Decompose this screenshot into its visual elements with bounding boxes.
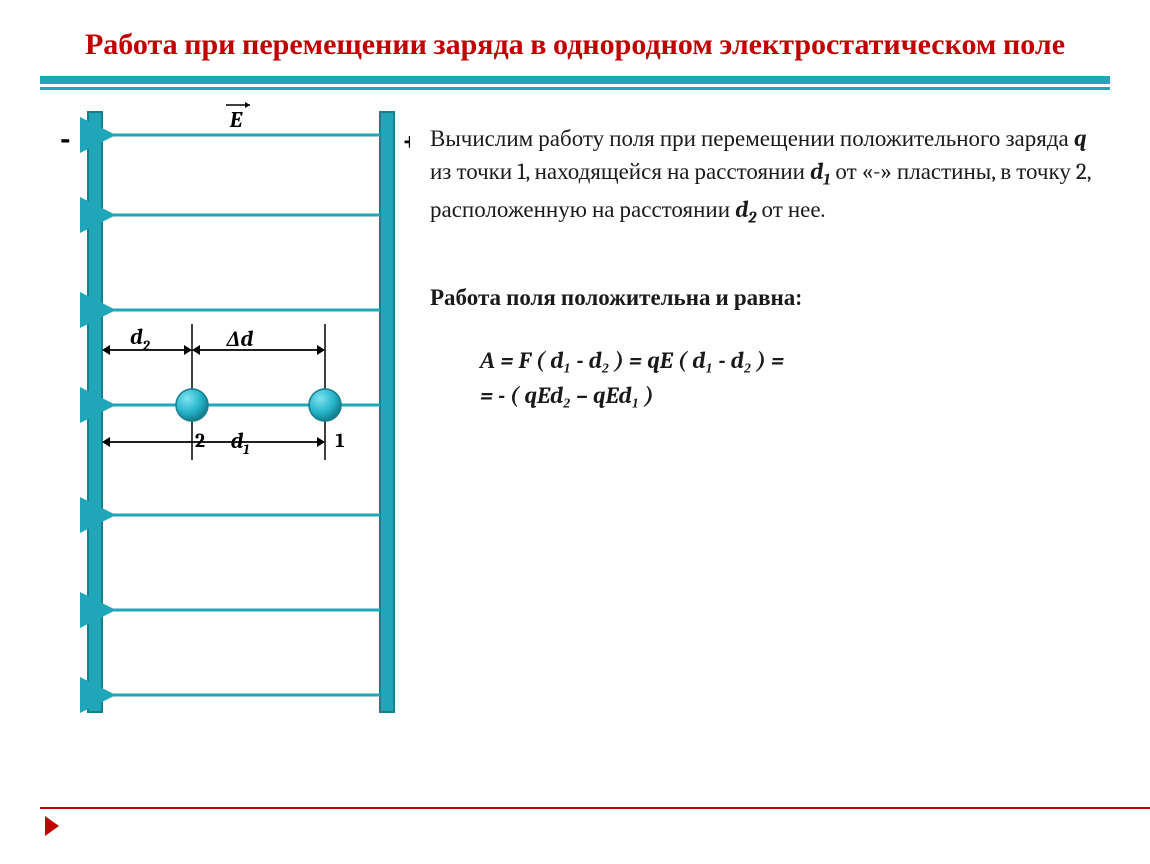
d2-label: d2 — [130, 324, 151, 354]
minus-label: - — [60, 119, 71, 159]
plate — [380, 112, 394, 712]
diagram: - + Ed2 Δd d1 2 1 — [40, 102, 410, 722]
charge-label: 1 — [335, 429, 344, 452]
p1-post: от нее. — [756, 196, 825, 223]
plate — [88, 112, 102, 712]
paragraph-2: Работа поля положительна и равна: — [430, 281, 1110, 314]
bottom-rule — [40, 807, 1150, 809]
p1-mid1: из точки 1, находящейся на расстоянии — [430, 158, 810, 185]
charge — [309, 389, 341, 421]
content-row: - + Ed2 Δd d1 2 1 Вычислим работу поля при пер… — [0, 90, 1150, 722]
delta-d-label: Δd — [226, 326, 254, 352]
formula-line-1: А = F ( d₁ - d₂ ) = qE ( d₁ - d₂ ) = — [480, 343, 1110, 379]
charge-label: 2 — [195, 429, 205, 452]
E-label: E — [229, 107, 243, 133]
text-column: Вычислим работу поля при перемещении пол… — [410, 102, 1110, 722]
charge — [176, 389, 208, 421]
var-q: q — [1074, 125, 1087, 152]
plus-label: + — [402, 125, 410, 157]
diagram-svg: - + Ed2 Δd d1 2 1 — [40, 102, 410, 722]
paragraph-1: Вычислим работу поля при перемещении пол… — [430, 122, 1110, 231]
page-title: Работа при перемещении заряда в однородн… — [0, 0, 1150, 76]
p1-pre: Вычислим работу поля при перемещении пол… — [430, 125, 1074, 152]
var-d2: d2 — [735, 196, 756, 223]
title-underline — [40, 76, 1110, 90]
formula: А = F ( d₁ - d₂ ) = qE ( d₁ - d₂ ) = = -… — [430, 343, 1110, 414]
d1-label: d1 — [231, 428, 250, 458]
corner-marker-icon — [45, 816, 59, 836]
formula-line-2: = - ( qEd₂ – qEd₁ ) — [480, 378, 1110, 414]
var-d1: d1 — [810, 158, 830, 185]
